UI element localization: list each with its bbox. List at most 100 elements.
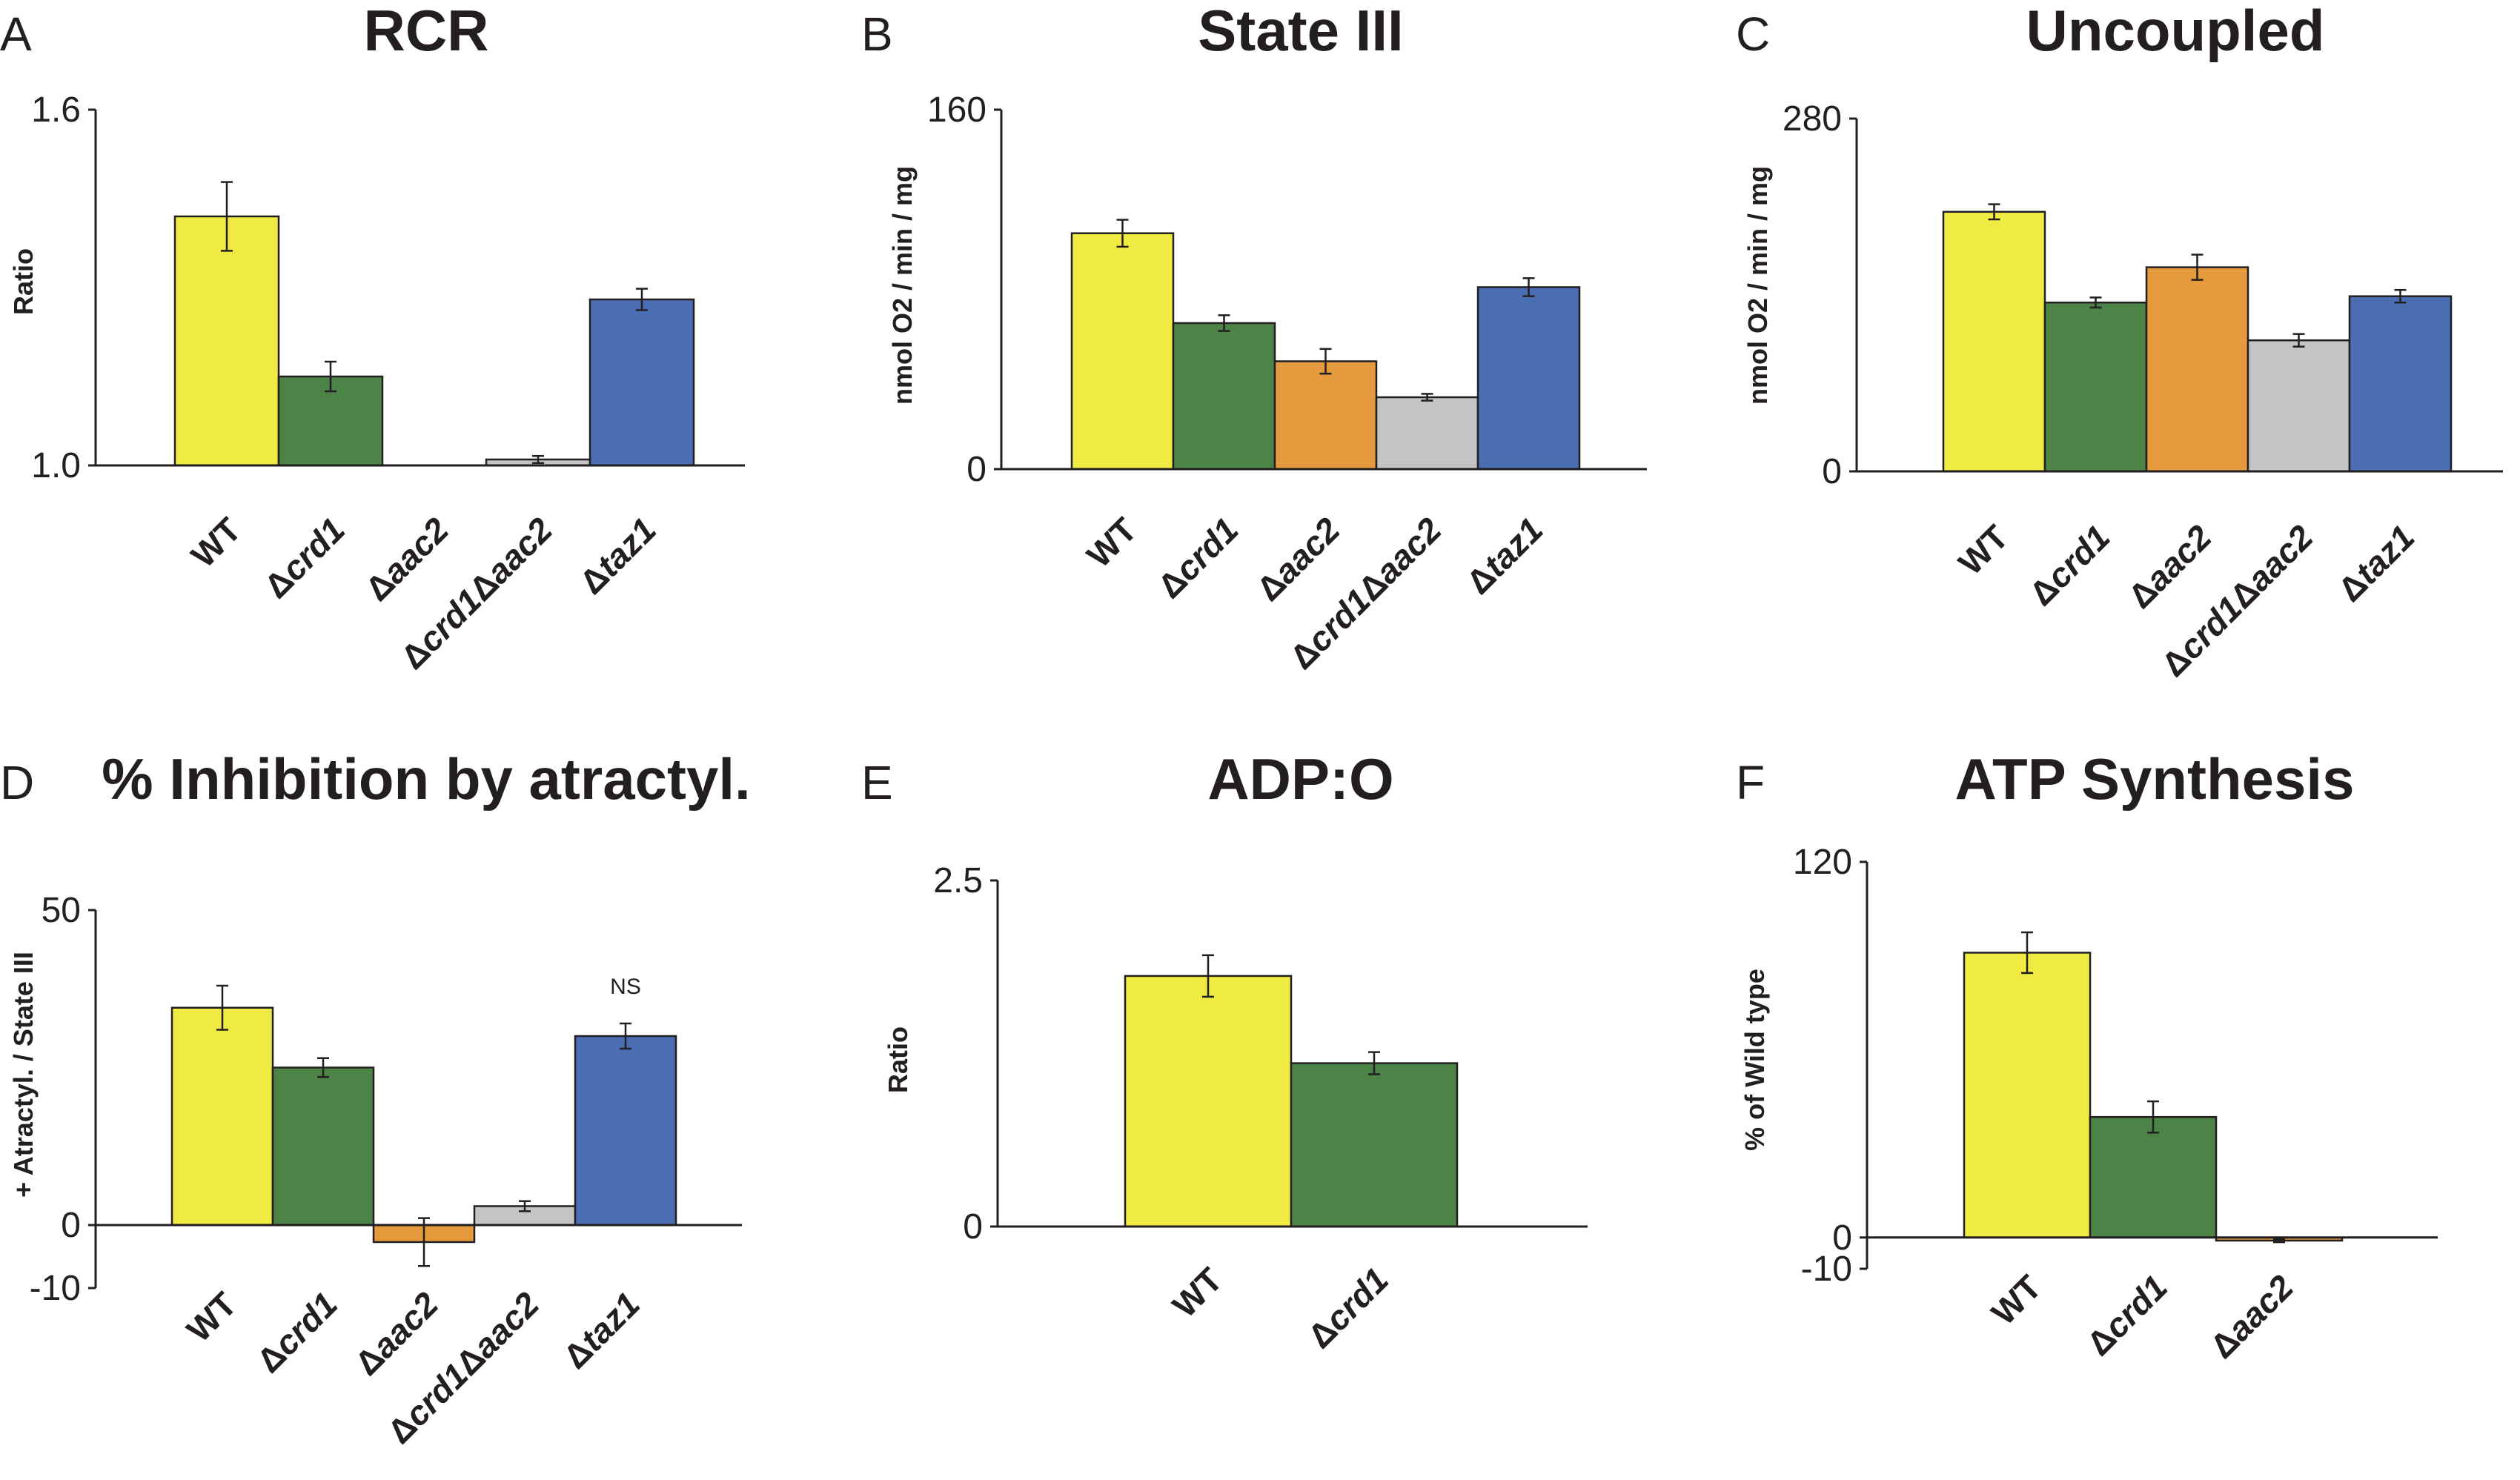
bar — [2145, 266, 2249, 473]
category-label: Δcrd1 — [2022, 517, 2118, 613]
category-label: WT — [1951, 517, 2015, 582]
y-tick-label: 0 — [1832, 1218, 1852, 1258]
bar — [2247, 339, 2351, 473]
y-axis-label: % of Wild type — [1740, 969, 1770, 1151]
error-bar — [2191, 253, 2204, 281]
error-bar — [2292, 333, 2305, 348]
y-axis-label: nmol O2 / min / mg — [887, 166, 918, 405]
y-tick-label: 1.6 — [31, 90, 81, 130]
error-bar — [620, 1022, 631, 1050]
error-bar — [216, 984, 228, 1031]
y-axis-label: nmol O2 / min / mg — [1743, 166, 1773, 405]
bar — [1124, 975, 1293, 1228]
panel-title: ATP Synthesis — [1955, 746, 2355, 812]
error-bar — [1988, 203, 2000, 221]
panel-letter: D — [0, 756, 34, 809]
category-label: Δaac2 — [2121, 517, 2219, 616]
panel-letter: C — [1736, 7, 1770, 61]
error-bar — [2021, 931, 2033, 975]
category-label: WT — [1984, 1267, 2049, 1332]
category-label: WT — [1165, 1260, 1230, 1324]
error-bar — [325, 360, 336, 393]
y-tick-label: 1.0 — [31, 446, 81, 485]
category-label: Δaac2 — [1249, 510, 1347, 608]
panel-title: State III — [1198, 0, 1403, 63]
error-bar — [317, 1057, 329, 1078]
panel-letter: F — [1736, 756, 1765, 809]
bar — [1172, 322, 1276, 471]
bar-annotation: NS — [610, 975, 641, 999]
category-label: WT — [179, 1284, 244, 1349]
panel-letter: A — [0, 7, 32, 61]
bar — [2043, 301, 2148, 473]
bar — [271, 1066, 375, 1227]
bar — [1070, 232, 1175, 471]
panel-letter: B — [861, 7, 893, 61]
category-label: Δcrd1 — [1150, 510, 1246, 605]
y-tick-label: 50 — [42, 891, 81, 930]
category-label: Δcrd1 — [256, 510, 352, 605]
y-tick-label: 120 — [1793, 843, 1852, 882]
y-tick-label: 0 — [963, 1207, 983, 1247]
y-axis-label: Ratio — [8, 248, 39, 315]
error-bar — [2147, 1100, 2159, 1134]
error-bar — [519, 1200, 531, 1212]
panel-title: Uncoupled — [2026, 0, 2325, 63]
y-axis-label: Ratio — [883, 1026, 913, 1093]
error-bar — [2394, 288, 2407, 304]
y-tick-label: 280 — [1783, 99, 1842, 139]
error-bar — [221, 181, 233, 252]
bar — [588, 298, 695, 467]
error-bar — [532, 454, 544, 465]
panel-title: RCR — [364, 0, 489, 63]
y-tick-label: 160 — [927, 90, 987, 130]
category-label: WT — [1079, 510, 1144, 574]
chart-panel-d: D % Inhibition by atractyl. + Atractyl. / … — [0, 746, 751, 1451]
category-label: Δtaz1 — [572, 510, 663, 601]
y-tick-label: -10 — [30, 1269, 81, 1308]
chart-panel-f: F ATP Synthesis % of Wild type WT Δcrd1 Δaac2… — [1736, 746, 2438, 1366]
y-tick-label: 0 — [966, 450, 987, 489]
bar — [1476, 286, 1581, 471]
y-tick-label: -10 — [1801, 1250, 1852, 1289]
error-bar — [2273, 1238, 2285, 1244]
y-tick-label: 0 — [1822, 452, 1842, 491]
panel-letter: E — [861, 756, 893, 809]
category-label: Δcrd1 — [1300, 1260, 1396, 1355]
bar — [1273, 360, 1378, 471]
bar — [170, 1006, 274, 1227]
category-label: Δaac2 — [2203, 1267, 2301, 1366]
bar — [2089, 1115, 2218, 1239]
bar — [1290, 1062, 1459, 1228]
error-bar — [1116, 219, 1129, 248]
category-label: Δtaz1 — [556, 1284, 647, 1376]
y-tick-label: 0 — [61, 1206, 81, 1245]
category-label: WT — [184, 510, 248, 574]
category-label: Δtaz1 — [2330, 517, 2421, 608]
category-label: Δaac2 — [348, 1284, 446, 1383]
category-label: Δaac2 — [358, 510, 457, 608]
bar — [574, 1035, 677, 1227]
category-label: Δcrd1 — [2079, 1267, 2175, 1363]
bar — [2348, 295, 2453, 473]
error-bar — [1202, 954, 1214, 998]
bar — [1963, 952, 2092, 1239]
category-label: Δtaz1 — [1459, 510, 1550, 601]
error-bar — [2089, 296, 2102, 309]
bar — [1375, 396, 1479, 471]
bar — [173, 215, 280, 467]
error-bar — [1218, 314, 1230, 332]
y-tick-label: 2.5 — [933, 861, 983, 900]
error-bar — [636, 288, 648, 311]
error-bar — [1368, 1051, 1380, 1075]
y-axis-label: + Atractyl. / State III — [8, 952, 39, 1198]
panel-title: % Inhibition by atractyl. — [102, 746, 750, 812]
error-bar — [1319, 348, 1332, 375]
panel-title: ADP:O — [1207, 746, 1393, 812]
error-bar — [1421, 393, 1433, 402]
category-label: Δcrd1 — [249, 1284, 345, 1380]
